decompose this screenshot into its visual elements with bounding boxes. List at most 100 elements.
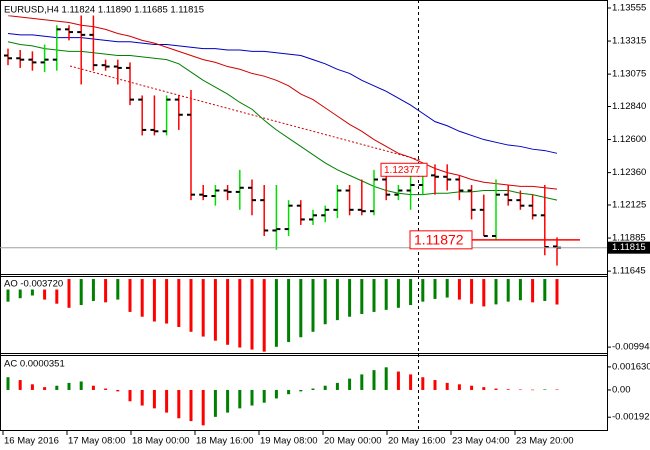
histogram-bar (409, 279, 413, 306)
histogram-bar (116, 389, 120, 392)
histogram-bar (506, 389, 510, 390)
histogram-bar (55, 385, 59, 390)
histogram-bar (348, 378, 352, 390)
moving-average (7, 15, 558, 190)
histogram-bar (30, 384, 34, 390)
y-tick-label: 1.11645 (612, 266, 646, 277)
histogram-bar (482, 387, 486, 390)
histogram-bar (91, 279, 95, 301)
histogram-bar (531, 279, 535, 303)
histogram-bar (152, 389, 156, 409)
price-level-box (380, 162, 428, 177)
histogram-bar (67, 382, 71, 390)
histogram-bar (384, 367, 388, 390)
histogram-bar (506, 279, 510, 302)
y-tick-label: 1.11885 (612, 233, 646, 244)
price-level-box (409, 230, 473, 250)
histogram-bar (287, 389, 291, 395)
histogram-bar (116, 279, 120, 300)
histogram-bar (140, 279, 144, 317)
histogram-bar (201, 389, 205, 426)
histogram-bar (189, 279, 193, 332)
x-tick-label: 16 May 2016 (4, 436, 59, 447)
histogram-bar (531, 389, 535, 391)
histogram-bar (287, 279, 291, 343)
histogram-bar (482, 279, 486, 307)
histogram-bar (555, 389, 559, 390)
panel-title: AO -0.003720 (4, 279, 63, 290)
histogram-bar (409, 374, 413, 390)
histogram-bar (43, 387, 47, 390)
moving-average (7, 41, 558, 201)
histogram-bar (274, 279, 278, 347)
histogram-bar (213, 389, 217, 417)
histogram-bar (140, 389, 144, 406)
histogram-bar (201, 279, 205, 337)
histogram-bar (360, 374, 364, 390)
histogram-bar (445, 382, 449, 390)
histogram-bar (165, 389, 169, 413)
y-tick-label: -0.001926 (612, 412, 650, 423)
x-tick-label: 19 May 08:00 (260, 436, 318, 447)
title-background (3, 278, 65, 290)
histogram-bar (91, 385, 95, 390)
histogram-bar (457, 384, 461, 390)
histogram-bar (79, 381, 83, 390)
histogram-bar (152, 279, 156, 322)
y-tick-label: 0.00 (612, 384, 631, 395)
histogram-bar (299, 389, 303, 392)
histogram-bar (128, 389, 132, 402)
histogram-bar (226, 279, 230, 345)
histogram-bar (470, 279, 474, 304)
y-tick-label: 1.12360 (612, 167, 646, 178)
last-price-box (608, 241, 650, 254)
histogram-bar (396, 371, 400, 390)
histogram-bar (104, 279, 108, 303)
histogram-bar (335, 382, 339, 390)
histogram-bar (213, 279, 217, 341)
histogram-bar (360, 279, 364, 314)
histogram-bar (226, 389, 230, 413)
histogram-bar (250, 389, 254, 406)
histogram-bar (494, 388, 498, 390)
x-tick-label: 18 May 00:00 (132, 436, 190, 447)
x-tick-label: 17 May 08:00 (68, 436, 126, 447)
histogram-bar (6, 377, 10, 390)
histogram-bar (238, 389, 242, 409)
panel-title: AC 0.0000351 (4, 359, 65, 370)
histogram-bar (494, 279, 498, 305)
histogram-bar (18, 380, 22, 390)
histogram-bar (421, 377, 425, 390)
histogram-bar (396, 279, 400, 308)
histogram-bar (518, 279, 522, 301)
y-tick-label: 1.12840 (612, 101, 646, 112)
histogram-bar (518, 389, 522, 391)
panel-title: EURUSD,H4 1.11824 1.11890 1.11685 1.1181… (4, 5, 204, 16)
histogram-bar (311, 388, 315, 390)
y-tick-label: 1.12600 (612, 134, 646, 145)
y-tick-label: 0.001630 (612, 361, 650, 372)
histogram-bar (55, 279, 59, 304)
x-tick-label: 20 May 00:00 (324, 436, 382, 447)
histogram-bar (165, 279, 169, 324)
histogram-bar (238, 279, 242, 348)
histogram-bar (348, 279, 352, 317)
histogram-bar (299, 279, 303, 338)
histogram-bar (421, 279, 425, 302)
histogram-bar (445, 279, 449, 298)
title-background (3, 358, 66, 370)
histogram-bar (67, 279, 71, 308)
histogram-bar (323, 385, 327, 390)
trend-line (69, 65, 421, 161)
title-background (3, 4, 205, 16)
histogram-bar (433, 279, 437, 299)
histogram-bar (6, 279, 10, 302)
chart-frame (0, 0, 608, 431)
histogram-bar (262, 389, 266, 403)
histogram-bar (555, 279, 559, 305)
y-tick-label: 1.12125 (612, 199, 646, 210)
x-tick-label: 23 May 04:00 (452, 436, 510, 447)
histogram-bar (543, 279, 547, 301)
